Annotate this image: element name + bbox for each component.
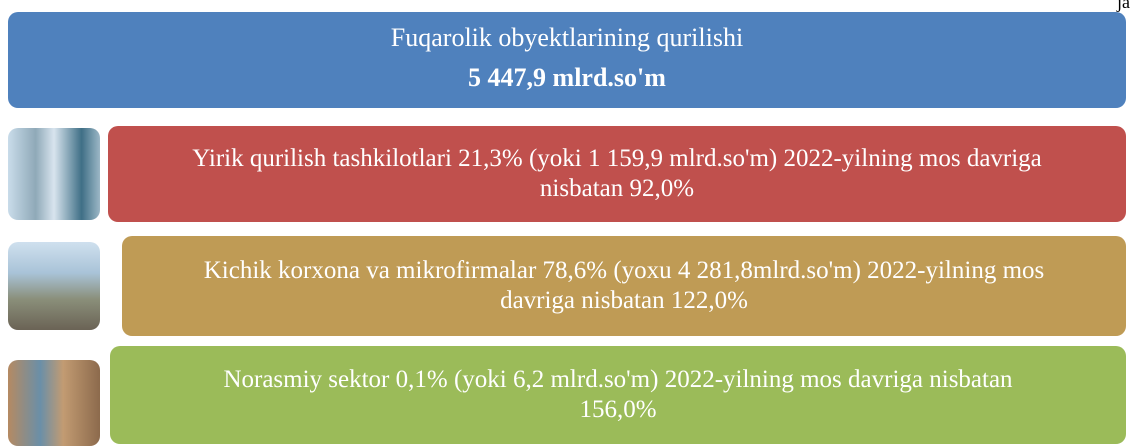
item-text: Yirik qurilish tashkilotlari 21,3% (yoki… — [148, 144, 1086, 204]
header-title: Fuqarolik obyektlarining qurilishi — [391, 20, 743, 56]
corner-label: ja — [1117, 0, 1130, 13]
item-text: Kichik korxona va mikrofirmalar 78,6% (y… — [192, 256, 1056, 316]
item-box: Yirik qurilish tashkilotlari 21,3% (yoki… — [108, 126, 1126, 222]
page: ja Fuqarolik obyektlarining qurilishi 5 … — [0, 0, 1134, 446]
photo-square — [8, 242, 100, 330]
photo-madrasa — [8, 360, 100, 446]
item-box: Kichik korxona va mikrofirmalar 78,6% (y… — [122, 236, 1126, 336]
photo-buildings — [8, 128, 100, 220]
item-box: Norasmiy sektor 0,1% (yoki 6,2 mlrd.so'm… — [110, 346, 1126, 444]
header-box: Fuqarolik obyektlarining qurilishi 5 447… — [8, 12, 1126, 108]
header-total: 5 447,9 mlrd.so'm — [468, 56, 666, 100]
item-text: Norasmiy sektor 0,1% (yoki 6,2 mlrd.so'm… — [190, 365, 1046, 425]
